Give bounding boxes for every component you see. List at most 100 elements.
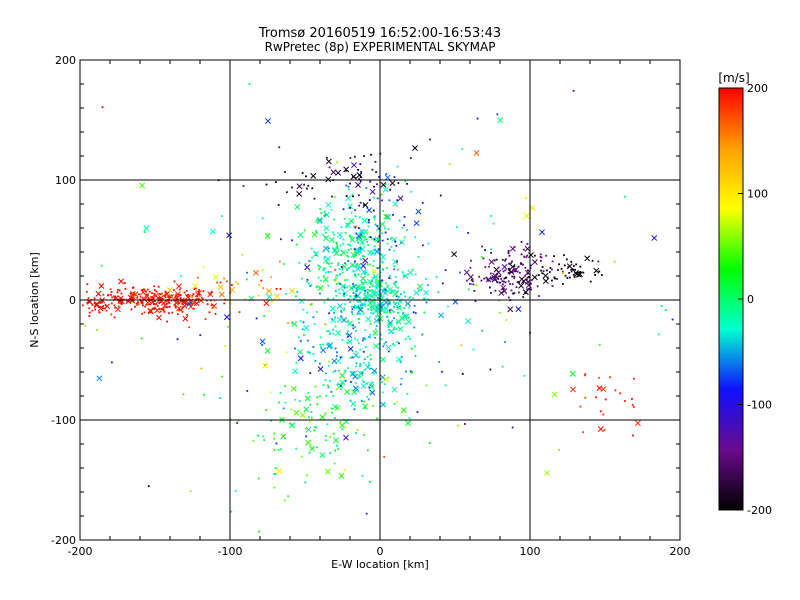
data-point-dot [404, 180, 407, 183]
data-point-dot [375, 279, 378, 281]
data-point-dot [381, 199, 383, 202]
data-point-dot [382, 210, 384, 212]
data-point-dot [336, 245, 339, 247]
data-point-dot [598, 376, 600, 379]
data-point-dot [117, 305, 120, 308]
data-point-dot [404, 338, 407, 340]
data-point-dot [166, 306, 169, 309]
data-point-dot [370, 311, 373, 314]
data-point-dot [93, 297, 96, 300]
data-point-dot [335, 279, 337, 281]
data-point-dot [382, 268, 385, 271]
data-point-cross [336, 231, 343, 238]
data-point-dot [389, 188, 392, 191]
data-point-dot [252, 439, 255, 442]
data-point-dot [340, 315, 343, 318]
data-point-dot [488, 265, 490, 268]
data-point-cross [95, 290, 102, 297]
data-point-dot [528, 287, 530, 290]
data-point-dot [306, 351, 309, 353]
data-point-cross [346, 338, 353, 345]
data-point-dot [330, 208, 333, 211]
data-point-dot [416, 411, 419, 414]
data-point-dot [339, 237, 342, 239]
data-point-cross [143, 225, 150, 232]
data-point-cross [392, 258, 399, 265]
data-point-dot [363, 434, 365, 436]
x-axis-ticks: -200 -100 0 100 200 [68, 545, 691, 558]
data-point-cross [298, 298, 305, 305]
data-point-dot [165, 300, 167, 303]
data-point-dot [311, 187, 314, 190]
data-point-cross [209, 228, 216, 235]
data-point-dot [347, 185, 350, 188]
data-point-dot [438, 361, 440, 363]
data-point-dot [365, 271, 367, 274]
data-point-dot [328, 166, 331, 169]
data-point-dot [183, 291, 186, 294]
data-point-dot [163, 310, 166, 313]
colorbar-tick-label: -200 [747, 504, 772, 517]
data-point-dot [393, 289, 396, 292]
data-point-dot [81, 304, 84, 307]
data-point-dot [319, 343, 322, 346]
data-point-dot [498, 311, 501, 314]
data-point-cross [365, 316, 372, 323]
data-point-cross [289, 287, 296, 294]
data-point-dot [524, 274, 526, 277]
data-point-dot [372, 290, 374, 292]
data-point-dot [492, 276, 494, 279]
data-point-dot [360, 288, 363, 290]
data-point-dot [203, 393, 205, 396]
data-point-dot [502, 283, 504, 286]
data-point-dot [339, 356, 342, 359]
data-point-dot [364, 296, 367, 299]
data-point-dot [518, 271, 521, 274]
chart-subtitle: RwPretec (8p) EXPERIMENTAL SKYMAP [265, 40, 496, 54]
data-point-dot [355, 365, 357, 368]
data-point-cross [339, 379, 346, 386]
scatter-points [81, 83, 674, 533]
data-point-cross [263, 300, 270, 307]
data-point-dot [339, 244, 342, 247]
data-point-dot [94, 308, 97, 311]
data-point-dot [551, 279, 553, 282]
data-point-dot [317, 276, 320, 279]
data-point-dot [308, 282, 310, 285]
data-point-cross [304, 395, 311, 402]
data-point-dot [337, 369, 340, 372]
data-point-dot [609, 376, 611, 379]
data-point-dot [604, 398, 607, 401]
data-point-dot [263, 315, 266, 318]
data-point-dot [513, 265, 516, 268]
data-point-dot [421, 244, 424, 247]
data-point-dot [196, 295, 199, 298]
data-point-dot [388, 350, 390, 353]
data-point-dot [114, 295, 117, 298]
data-point-dot [326, 330, 328, 333]
data-point-dot [94, 302, 97, 305]
data-point-dot [230, 302, 233, 305]
data-point-dot [202, 265, 205, 268]
data-point-dot [420, 289, 423, 292]
data-point-dot [312, 316, 315, 319]
data-point-dot [153, 303, 155, 305]
data-point-dot [507, 252, 510, 255]
data-point-dot [364, 238, 367, 241]
data-point-dot [102, 293, 105, 296]
data-point-dot [335, 355, 338, 358]
data-point-dot [539, 253, 542, 256]
data-point-cross [350, 400, 357, 407]
data-point-dot [395, 301, 398, 304]
data-point-dot [375, 309, 378, 312]
data-point-dot [472, 283, 475, 286]
data-point-dot [334, 449, 336, 452]
data-point-dot [333, 278, 336, 281]
data-point-cross [387, 328, 394, 335]
data-point-dot [499, 275, 501, 278]
data-point-dot [371, 284, 374, 287]
data-point-dot [310, 416, 313, 419]
data-point-cross [369, 188, 376, 195]
data-point-dot [520, 241, 523, 243]
data-point-dot [540, 269, 542, 272]
